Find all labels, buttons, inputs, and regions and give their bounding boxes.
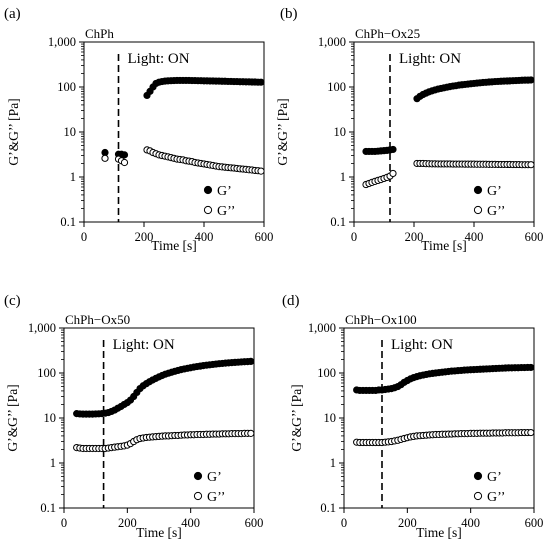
y-tick-label: 0.1 (320, 501, 336, 515)
chart-panel-b: (b) ChPh−Ox25 0.1 1 10 100 1,000 0 200 400 600 Time… (275, 6, 543, 253)
x-tick-label: 200 (405, 230, 424, 244)
x-axis-title: Time [s] (136, 525, 182, 540)
y-tick-label: 100 (57, 80, 76, 94)
legend-label: G’ (207, 470, 222, 485)
x-tick-label: 600 (255, 230, 274, 244)
x-tick-label: 200 (135, 230, 154, 244)
g-prime-point (120, 151, 129, 159)
g-prime-point (389, 145, 397, 154)
g-prime-point (101, 148, 109, 157)
panel-label: (b) (280, 6, 298, 22)
x-axis-title: Time [s] (151, 238, 197, 253)
g-prime-point (257, 78, 265, 86)
x-tick-label: 200 (118, 516, 137, 530)
legend-marker (193, 471, 203, 481)
g-double-prime-point (101, 154, 109, 162)
legend-label: G’ (487, 470, 502, 485)
y-tick-label: 10 (44, 411, 57, 425)
legend-label: G’’ (487, 204, 505, 219)
x-axis-title: Time [s] (416, 525, 462, 540)
x-tick-label: 200 (398, 516, 417, 530)
x-axis-title: Time [s] (421, 238, 467, 253)
y-axis-title: G’&G’’ [Pa] (5, 384, 20, 451)
y-tick-label: 1 (50, 456, 56, 470)
panel-label: (c) (4, 293, 21, 309)
y-tick-label: 1,000 (308, 321, 336, 335)
y-tick-label: 10 (334, 125, 347, 139)
legend-marker (193, 491, 203, 501)
x-tick-label: 400 (181, 516, 200, 530)
y-tick-label: 0.1 (60, 215, 76, 229)
light-on-annotation: Light: ON (399, 51, 461, 67)
plot-frame (83, 41, 265, 223)
x-tick-label: 600 (525, 516, 544, 530)
chart-panel-a: (a) ChPh 0.1 1 10 100 1,000 0 200 400 600 Time [s] G… (4, 6, 273, 253)
y-tick-label: 100 (37, 366, 56, 380)
panel-label: (a) (4, 6, 21, 22)
legend-label: G’ (487, 184, 502, 199)
y-axis-title: G’&G’’ [Pa] (289, 384, 304, 451)
legend-marker (203, 185, 213, 195)
y-tick-label: 1,000 (318, 35, 346, 49)
y-axis-title: G’&G’’ [Pa] (6, 98, 21, 165)
y-tick-label: 100 (327, 80, 346, 94)
legend-marker (473, 491, 483, 501)
y-tick-label: 1 (340, 170, 346, 184)
g-prime-point (247, 357, 255, 366)
legend-label: G’’ (207, 490, 225, 505)
sample-name: ChPh−Ox25 (355, 26, 420, 41)
chart-panel-c: (c) ChPh−Ox50 0.1 1 10 100 1,000 0 200 400 600 Time… (4, 293, 263, 540)
legend-marker (473, 205, 483, 215)
y-tick-label: 0.1 (40, 501, 56, 515)
y-tick-label: 10 (64, 125, 77, 139)
g-double-prime-point (389, 169, 397, 178)
x-tick-label: 0 (341, 516, 347, 530)
legend-label: G’ (217, 184, 232, 199)
plot-frame (343, 327, 535, 509)
y-tick-label: 1,000 (28, 321, 56, 335)
g-prime-point (527, 363, 535, 372)
y-tick-label: 1 (70, 170, 76, 184)
x-tick-label: 600 (245, 516, 264, 530)
chart-panel-d: (d) ChPh−Ox100 0.1 1 10 100 1,000 0 200 400 600 Tim… (282, 293, 543, 540)
y-tick-label: 100 (317, 366, 336, 380)
x-tick-label: 0 (61, 516, 67, 530)
y-tick-label: 10 (324, 411, 337, 425)
x-tick-label: 400 (461, 516, 480, 530)
legend-label: G’’ (217, 204, 235, 219)
x-tick-label: 600 (525, 230, 544, 244)
x-tick-label: 400 (195, 230, 214, 244)
light-on-annotation: Light: ON (113, 337, 175, 353)
light-on-annotation: Light: ON (128, 51, 190, 67)
sample-name: ChPh−Ox100 (345, 312, 417, 327)
x-tick-label: 400 (465, 230, 484, 244)
x-tick-label: 0 (351, 230, 357, 244)
y-tick-label: 1,000 (48, 35, 76, 49)
g-prime-point (527, 76, 535, 84)
sample-name: ChPh (85, 26, 114, 41)
plot-frame (63, 327, 255, 509)
g-double-prime-point (527, 428, 535, 437)
legend-label: G’’ (487, 490, 505, 505)
g-double-prime-point (247, 429, 255, 437)
x-tick-label: 0 (81, 230, 87, 244)
g-double-prime-point (527, 161, 535, 169)
y-axis-title: G’&G’’ [Pa] (275, 98, 290, 165)
y-tick-label: 1 (330, 456, 336, 470)
sample-name: ChPh−Ox50 (65, 312, 130, 327)
plot-frame (353, 41, 535, 223)
g-double-prime-point (120, 158, 129, 167)
g-double-prime-point (257, 167, 265, 175)
legend-marker (473, 471, 483, 481)
legend-marker (473, 185, 483, 195)
y-tick-label: 0.1 (330, 215, 346, 229)
panel-label: (d) (282, 293, 300, 309)
legend-marker (203, 205, 213, 215)
light-on-annotation: Light: ON (391, 337, 453, 353)
